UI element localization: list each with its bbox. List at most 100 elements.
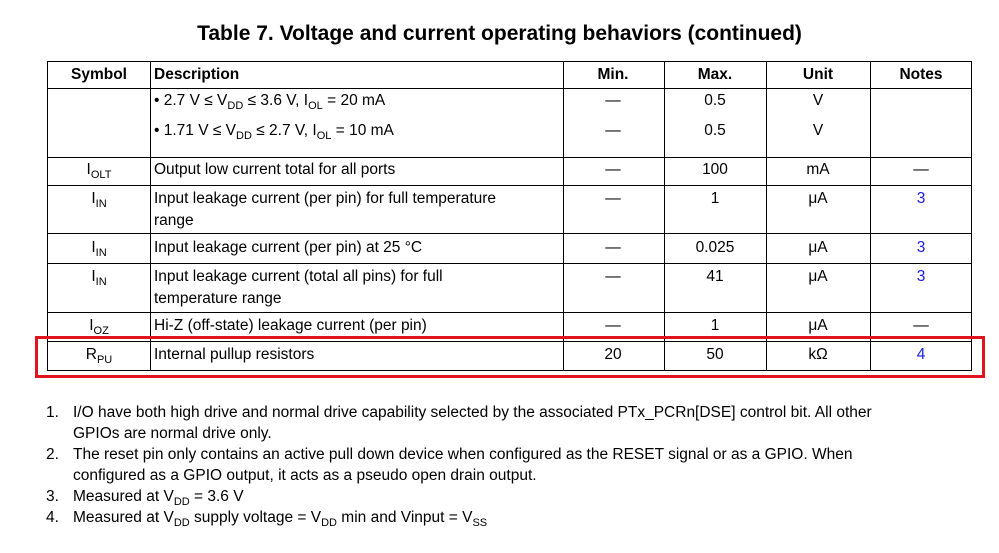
table: Symbol Description Min. Max. Unit Notes • 2.7 … xyxy=(47,61,972,371)
text-run: ≤ 3.6 V, I xyxy=(243,92,309,109)
text-run: ≤ 2.7 V, I xyxy=(251,122,317,139)
text-run: Input leakage current (per pin) for full… xyxy=(154,190,497,207)
footnote-line: The reset pin only contains an active pu… xyxy=(73,444,852,465)
footnote-number: 3. xyxy=(46,488,59,505)
text-run: min and Vinput = V xyxy=(337,509,473,526)
subscript: OL xyxy=(308,100,323,112)
symbol-cell: IIN xyxy=(49,237,149,264)
header-cell: Min. xyxy=(597,66,629,83)
text-run: I xyxy=(89,317,94,334)
text-run: R xyxy=(85,346,97,363)
notes-cell: — xyxy=(913,317,929,334)
text-run: configured as a GPIO output, it acts as … xyxy=(73,467,537,484)
footnote-line: Measured at VDD supply voltage = VDD min… xyxy=(73,507,487,534)
max-cell: 0.5 xyxy=(704,92,726,109)
subscript: PU xyxy=(96,354,113,366)
description-line: Input leakage current (per pin) at 25 °C xyxy=(154,237,422,259)
column-rule xyxy=(150,62,151,370)
text-run: Input leakage current (total all pins) f… xyxy=(154,268,443,285)
min-cell: — xyxy=(605,317,621,334)
max-cell: 100 xyxy=(702,161,728,178)
text-run: supply voltage = V xyxy=(189,509,322,526)
description-line: temperature range xyxy=(154,288,443,310)
footnote-line: I/O have both high drive and normal driv… xyxy=(73,402,872,423)
subscript: DD xyxy=(321,517,337,529)
notes-cell[interactable]: 4 xyxy=(916,346,926,363)
text-run: Measured at V xyxy=(73,509,174,526)
unit-cell: V xyxy=(812,122,824,139)
footnote-number: 4. xyxy=(46,509,59,526)
row-rule xyxy=(48,185,971,186)
header-cell: Symbol xyxy=(71,66,127,83)
min-cell: 20 xyxy=(604,346,622,363)
description-line: Hi-Z (off-state) leakage current (per pi… xyxy=(154,315,427,337)
subscript: DD xyxy=(227,100,244,112)
text-run: The reset pin only contains an active pu… xyxy=(73,446,853,463)
footnote-line: configured as a GPIO output, it acts as … xyxy=(73,465,537,486)
text-run: = 3.6 V xyxy=(189,488,244,505)
text-run: I/O have both high drive and normal driv… xyxy=(73,404,872,421)
description-cell: Internal pullup resistors xyxy=(154,344,314,366)
subscript: DD xyxy=(173,517,190,529)
text-run: Output low current total for all ports xyxy=(154,161,396,178)
subscript: OL xyxy=(316,130,332,142)
row-rule xyxy=(48,157,971,158)
header-cell: Notes xyxy=(899,66,943,83)
row-rule xyxy=(48,233,971,234)
symbol-cell: IOZ xyxy=(49,315,149,342)
subscript: IN xyxy=(95,198,107,210)
text-run: = 10 mA xyxy=(331,122,394,139)
description-line: range xyxy=(154,210,496,232)
footnote-number: 1. xyxy=(46,404,59,421)
notes-cell[interactable]: 3 xyxy=(916,190,926,207)
row-rule xyxy=(48,263,971,264)
text-run: I xyxy=(91,239,96,256)
min-cell: — xyxy=(605,268,621,285)
description-line: Internal pullup resistors xyxy=(154,344,314,366)
symbol-cell: IIN xyxy=(49,266,149,293)
unit-cell: μA xyxy=(808,239,828,256)
notes-cell[interactable]: 3 xyxy=(916,268,926,285)
subscript: IN xyxy=(95,247,107,259)
min-cell: — xyxy=(605,161,621,178)
text-run: Hi-Z (off-state) leakage current (per pi… xyxy=(154,317,427,334)
max-cell: 0.025 xyxy=(695,239,735,256)
subscript: IN xyxy=(95,276,107,288)
symbol-cell: IIN xyxy=(49,188,149,215)
description-cell: • 1.71 V ≤ VDD ≤ 2.7 V, IOL = 10 mA xyxy=(154,120,394,147)
subscript: OZ xyxy=(93,325,109,337)
description-line: Input leakage current (per pin) for full… xyxy=(154,188,496,210)
subscript: DD xyxy=(236,130,252,142)
footnote-line: GPIOs are normal drive only. xyxy=(73,423,272,444)
notes-cell[interactable]: 3 xyxy=(916,239,926,256)
max-cell: 1 xyxy=(710,317,720,334)
unit-cell: kΩ xyxy=(808,346,828,363)
description-cell: • 2.7 V ≤ VDD ≤ 3.6 V, IOL = 20 mA xyxy=(154,90,385,117)
text-run: I xyxy=(91,268,96,285)
header-cell: Unit xyxy=(802,66,834,83)
min-cell: — xyxy=(605,122,621,139)
description-cell: Hi-Z (off-state) leakage current (per pi… xyxy=(154,315,427,337)
max-cell: 50 xyxy=(706,346,724,363)
description-line: Input leakage current (total all pins) f… xyxy=(154,266,443,288)
unit-cell: μA xyxy=(808,317,828,334)
subscript: SS xyxy=(472,517,488,529)
subscript: OLT xyxy=(90,169,112,181)
unit-cell: mA xyxy=(806,161,830,178)
max-cell: 1 xyxy=(710,190,720,207)
column-rule xyxy=(664,62,665,370)
header-rule xyxy=(48,88,971,89)
text-run: I xyxy=(86,161,91,178)
description-line: • 1.71 V ≤ VDD ≤ 2.7 V, IOL = 10 mA xyxy=(154,120,394,147)
text-run: temperature range xyxy=(154,290,282,307)
max-cell: 0.5 xyxy=(704,122,726,139)
text-run: Internal pullup resistors xyxy=(154,346,315,363)
footnote-line: Measured at VDD = 3.6 V xyxy=(73,486,244,513)
text-run: I xyxy=(91,190,96,207)
row-rule xyxy=(48,341,971,342)
text-run: Measured at V xyxy=(73,488,174,505)
column-rule xyxy=(563,62,564,370)
text-run: range xyxy=(154,212,194,229)
notes-cell: — xyxy=(913,161,929,178)
